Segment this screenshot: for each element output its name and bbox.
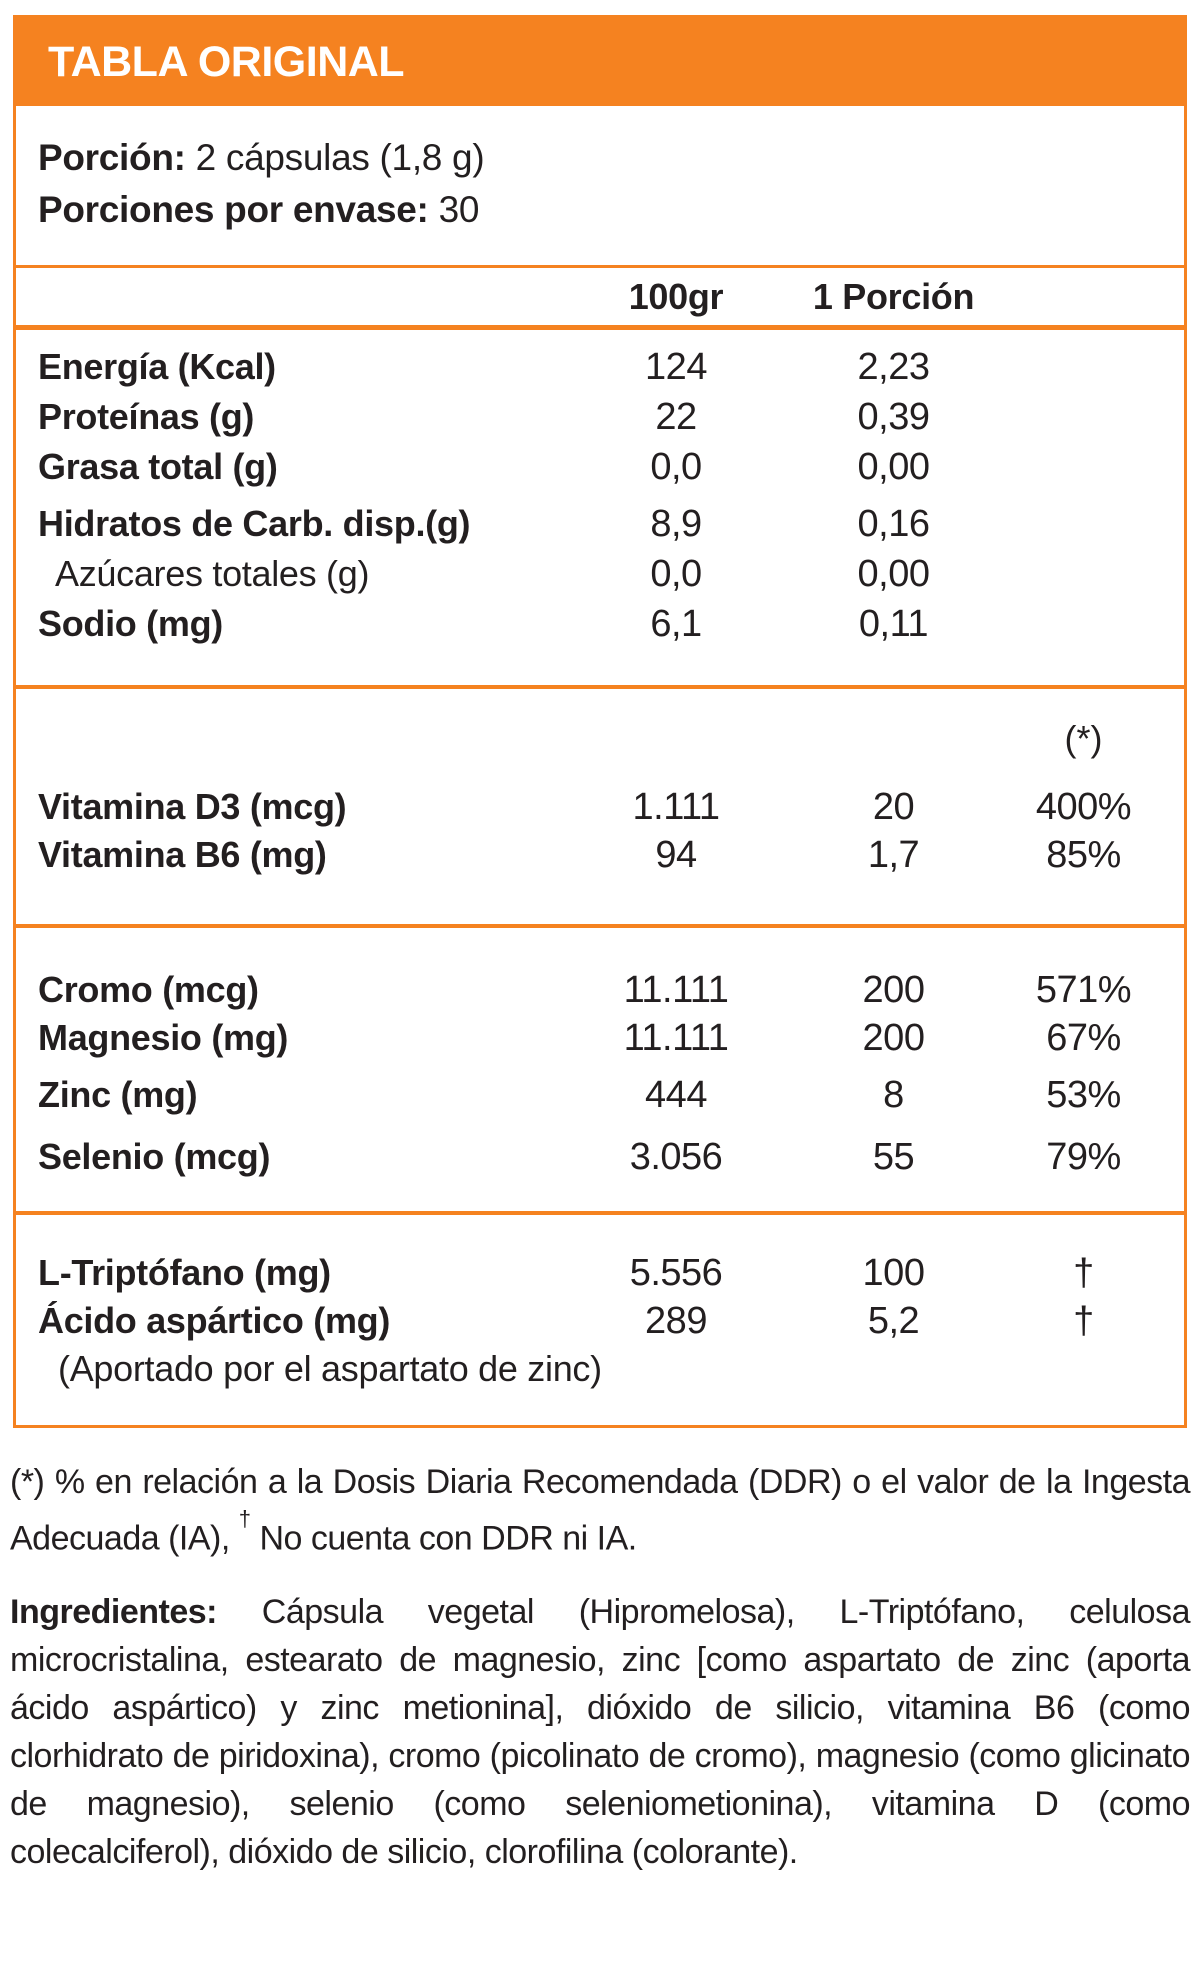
per-100g-value: 11.111 — [623, 1017, 729, 1059]
servings-per-container-value: 30 — [438, 189, 480, 230]
ddr-percent-value: 79% — [1046, 1136, 1121, 1178]
nutrient-label: Hidratos de Carb. disp.(g) — [38, 503, 471, 544]
per-100g-value: 289 — [645, 1300, 707, 1342]
ddr-percent-value: 53% — [1046, 1074, 1121, 1116]
table-row: Vitamina B6 (mg) 94 1,7 85% — [16, 831, 1184, 879]
per-serving-value: 0,39 — [857, 396, 930, 438]
per-100g-value: 94 — [655, 834, 697, 876]
table-row: L-Triptófano (mg) 5.556 100 † — [16, 1249, 1184, 1297]
per-serving-value: 200 — [862, 969, 925, 1011]
per-serving-value: 2,23 — [857, 346, 930, 388]
amino-acids-section: L-Triptófano (mg) 5.556 100 † Ácido aspá… — [16, 1211, 1184, 1425]
per-100g-value: 124 — [645, 346, 707, 388]
per-serving-value: 5,2 — [867, 1300, 920, 1342]
table-header-bar: TABLA ORIGINAL — [16, 18, 1184, 106]
page-title: TABLA ORIGINAL — [48, 37, 405, 86]
per-100g-value: 6,1 — [650, 603, 702, 645]
dagger-icon: † — [238, 1506, 251, 1531]
ddr-percent-value: 67% — [1046, 1017, 1121, 1059]
footnote-text-part1: (*) % en relación a la Dosis Diaria Reco… — [10, 1463, 1191, 1558]
ddr-percent-value: 400% — [1035, 786, 1132, 828]
nutrient-label: Proteínas (g) — [38, 396, 255, 437]
per-100g-value: 5.556 — [629, 1252, 723, 1294]
per-serving-value: 55 — [872, 1136, 915, 1178]
per-serving-value: 0,16 — [857, 503, 930, 545]
column-header-row: 100gr 1 Porción — [16, 265, 1184, 330]
table-row: Hidratos de Carb. disp.(g) 8,9 0,16 — [16, 499, 1184, 549]
servings-per-container-label: Porciones por envase: — [38, 189, 429, 230]
dagger-symbol: † — [1073, 1300, 1094, 1342]
per-serving-value: 0,11 — [858, 603, 929, 645]
per-100g-value: 0,0 — [650, 553, 702, 595]
column-header-100g: 100gr — [628, 275, 724, 317]
table-row: Azúcares totales (g) 0,0 0,00 — [16, 549, 1184, 599]
table-row: Magnesio (mg) 11.111 200 67% — [16, 1014, 1184, 1062]
portion-value: 2 cápsulas (1,8 g) — [195, 137, 485, 178]
per-100g-value: 0,0 — [650, 446, 702, 488]
portion-label: Porción: — [38, 137, 186, 178]
ingredients-label: Ingredientes: — [10, 1593, 217, 1632]
per-100g-value: 8,9 — [650, 503, 702, 545]
table-row: Proteínas (g) 22 0,39 — [16, 392, 1184, 442]
macronutrients-section: Energía (Kcal) 124 2,23 Proteínas (g) 22… — [16, 330, 1184, 685]
nutrient-label: Selenio (mcg) — [38, 1136, 271, 1177]
ddr-column-header: (*) — [1064, 718, 1103, 759]
table-row: Zinc (mg) 444 8 53% — [16, 1071, 1184, 1119]
nutrient-label: Sodio (mg) — [38, 603, 223, 644]
per-100g-value: 3.056 — [629, 1136, 723, 1178]
dagger-symbol: † — [1073, 1252, 1094, 1294]
column-header-serving: 1 Porción — [812, 275, 975, 317]
aspartate-note: (Aportado por el aspartato de zinc) — [58, 1348, 602, 1389]
table-row: Grasa total (g) 0,0 0,00 — [16, 442, 1184, 492]
table-row: Sodio (mg) 6,1 0,11 — [16, 599, 1184, 649]
per-serving-value: 200 — [862, 1017, 925, 1059]
table-row: Vitamina D3 (mcg) 1.111 20 400% — [16, 783, 1184, 831]
vitamins-section: (*) Vitamina D3 (mcg) 1.111 20 400% Vita… — [16, 685, 1184, 924]
table-row: Selenio (mcg) 3.056 55 79% — [16, 1133, 1184, 1181]
per-serving-value: 0,00 — [857, 553, 930, 595]
footnote-text-part2: No cuenta con DDR ni IA. — [259, 1519, 637, 1558]
ddr-percent-value: 85% — [1046, 834, 1121, 876]
table-row: Energía (Kcal) 124 2,23 — [16, 342, 1184, 392]
ingredients-text: Cápsula vegetal (Hipromelosa), L-Triptóf… — [10, 1593, 1191, 1872]
servings-per-container-line: Porciones por envase: 30 — [38, 186, 1184, 234]
nutrient-label: Grasa total (g) — [38, 446, 278, 487]
minerals-section: Cromo (mcg) 11.111 200 571% Magnesio (mg… — [16, 924, 1184, 1211]
nutrient-label: Zinc (mg) — [38, 1074, 198, 1115]
per-100g-value: 11.111 — [623, 969, 729, 1011]
nutrient-label: Cromo (mcg) — [38, 969, 259, 1010]
nutrient-label: L-Triptófano (mg) — [38, 1252, 331, 1293]
nutrient-label: Azúcares totales (g) — [55, 553, 370, 594]
per-serving-value: 1,7 — [867, 834, 920, 876]
per-serving-value: 8 — [883, 1074, 904, 1116]
nutrient-label: Vitamina B6 (mg) — [38, 834, 327, 875]
ingredients-paragraph: Ingredientes: Cápsula vegetal (Hipromelo… — [10, 1588, 1191, 1876]
portion-line: Porción: 2 cápsulas (1,8 g) — [38, 134, 1184, 182]
nutrient-label: Energía (Kcal) — [38, 346, 276, 387]
table-row: Cromo (mcg) 11.111 200 571% — [16, 966, 1184, 1014]
nutrient-label: Magnesio (mg) — [38, 1017, 289, 1058]
per-100g-value: 444 — [645, 1074, 707, 1116]
per-serving-value: 100 — [862, 1252, 925, 1294]
per-100g-value: 22 — [655, 396, 697, 438]
table-row: Ácido aspártico (mg) 289 5,2 † — [16, 1297, 1184, 1345]
nutrient-label: Vitamina D3 (mcg) — [38, 786, 347, 827]
per-serving-value: 0,00 — [857, 446, 930, 488]
ddr-footnote: (*) % en relación a la Dosis Diaria Reco… — [10, 1459, 1191, 1562]
per-serving-value: 20 — [872, 786, 915, 828]
per-100g-value: 1.111 — [632, 786, 720, 828]
serving-section: Porción: 2 cápsulas (1,8 g) Porciones po… — [16, 106, 1184, 265]
ddr-percent-value: 571% — [1035, 969, 1132, 1011]
nutrition-table: TABLA ORIGINAL Porción: 2 cápsulas (1,8 … — [13, 15, 1187, 1428]
nutrient-label: Ácido aspártico (mg) — [38, 1300, 391, 1341]
